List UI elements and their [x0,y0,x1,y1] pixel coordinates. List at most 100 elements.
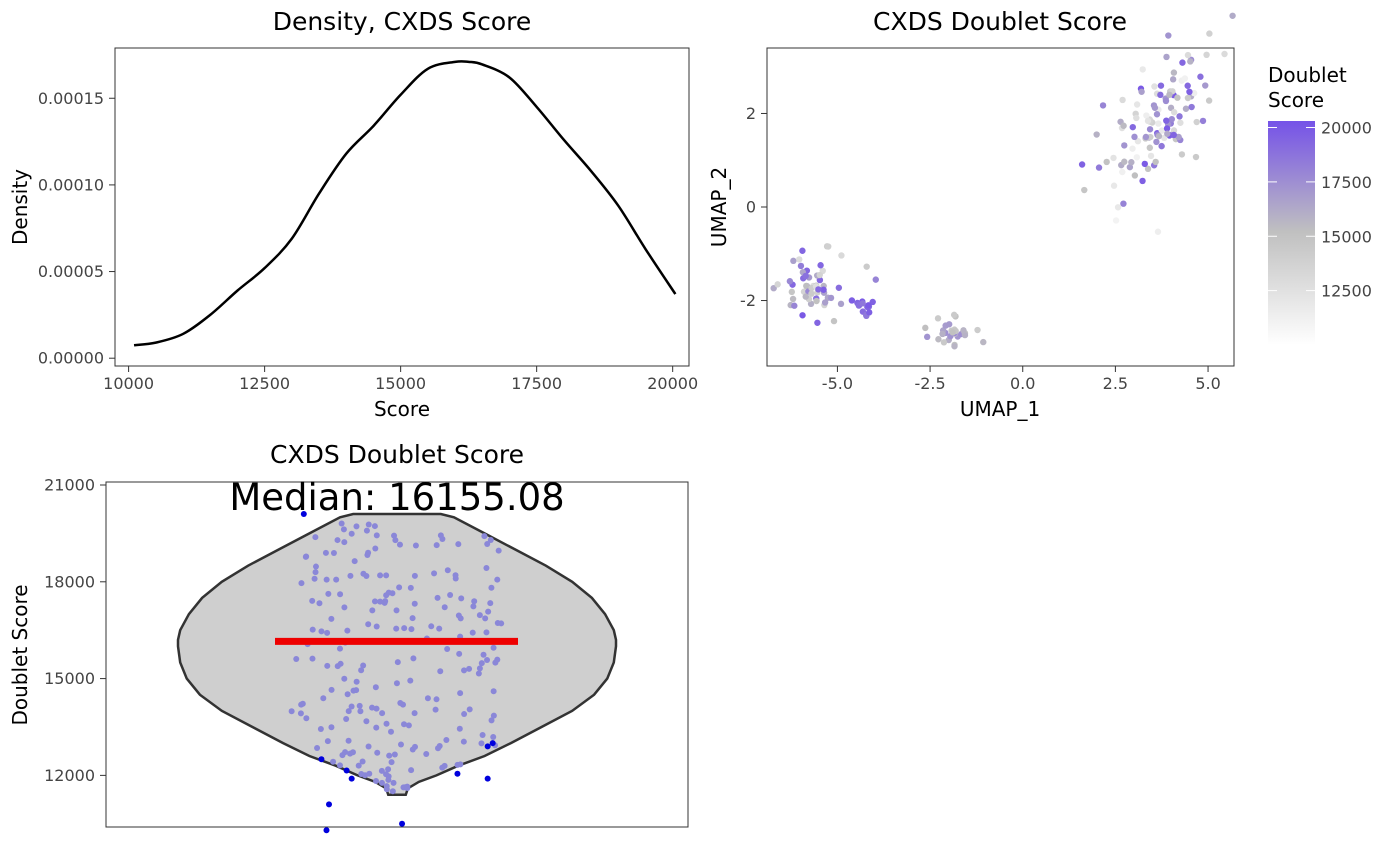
violin-point [324,662,331,669]
violin-point [461,711,468,718]
violin-point [328,724,335,731]
violin-point [298,580,305,587]
umap-point [813,297,820,305]
umap-point [790,257,797,265]
umap-point [1157,91,1164,99]
violin-point [383,572,390,579]
violin-point [328,615,335,622]
violin-point [390,779,397,786]
umap-point [1144,117,1152,125]
umap-point [939,330,946,338]
legend-tick-label: 20000 [1321,119,1372,138]
umap-point [1141,160,1149,168]
violin-point [457,690,464,697]
umap-point [863,263,870,270]
violin-point [470,603,477,610]
violin-point [341,539,348,546]
violin-point [391,532,398,539]
violin-point [447,592,454,599]
umap-point [1095,164,1103,171]
violin-point [396,584,403,591]
violin-point [353,523,360,530]
umap-point [816,271,823,279]
legend-tick-label: 12500 [1321,282,1372,301]
density-x-tick-label: 17500 [511,374,562,393]
legend-tick-label: 17500 [1321,173,1372,192]
umap-point [1146,126,1154,133]
violin-outlier-point [343,767,350,774]
umap-point [825,243,832,250]
violin-point [337,591,344,598]
violin-point [482,615,489,622]
violin-point [484,657,491,664]
violin-y-tick-label: 12000 [44,766,95,785]
violin-point [320,695,327,702]
violin-point [483,565,490,572]
violin-point [408,626,415,633]
umap-point [1114,204,1122,211]
violin-point [411,600,418,607]
umap-point [1163,125,1171,132]
umap-point [951,343,958,350]
violin-point [330,549,337,556]
umap-point [1133,114,1140,122]
violin-point [369,704,376,711]
violin-point [379,710,386,717]
violin-point [337,660,344,667]
density-title: Density, CXDS Score [273,7,532,36]
violin-outlier-point [300,511,307,518]
umap-x-tick-label: 0.0 [1010,374,1035,393]
umap-x-ticks: -5.0 -2.5 0.0 2.5 5.0 [822,366,1221,393]
violin-point [396,541,403,548]
violin-point [394,659,401,666]
umap-point [1147,133,1154,141]
violin-point [457,761,464,768]
density-y-tick-label: 0.00010 [38,175,104,194]
umap-point [1202,82,1209,89]
violin-y-tick-label: 21000 [44,476,95,495]
umap-panel-border [766,47,1235,367]
violin-point [373,724,380,731]
violin-point [386,752,393,759]
violin-point [397,700,404,707]
umap-x-tick-label: -2.5 [914,374,945,393]
umap-point [1078,161,1086,168]
umap-point [1162,97,1170,105]
violin-point [471,598,478,605]
umap-point [837,300,845,308]
umap-y-tick-label: 2 [746,104,756,123]
violin-point [339,752,346,759]
violin-point [487,600,494,607]
violin-point [334,537,341,544]
violin-point [336,762,343,769]
violin-point [309,597,316,604]
umap-point [1146,144,1154,151]
violin-point [469,629,476,636]
umap-point [1134,138,1142,145]
violin-point [333,576,340,583]
umap-point [1169,76,1177,83]
umap-point [820,286,827,293]
violin-point [348,703,355,710]
violin-point [324,629,331,636]
violin-point [365,521,372,528]
violin-point [388,728,395,735]
violin-point [365,621,372,628]
umap-point [1139,177,1146,185]
violin-point [344,627,351,634]
umap-point [827,294,835,302]
violin-point [358,667,365,674]
violin-point [485,608,492,615]
violin-point [358,770,365,777]
umap-point [1153,138,1160,146]
violin-point [389,788,396,795]
violin-point [325,590,332,597]
violin-point [303,715,310,722]
umap-point [1143,112,1150,119]
umap-point [1199,117,1207,125]
violin-point [366,770,373,777]
violin-point [391,751,398,758]
umap-title: CXDS Doublet Score [873,7,1127,36]
umap-point [835,284,843,291]
violin-point [476,665,483,672]
